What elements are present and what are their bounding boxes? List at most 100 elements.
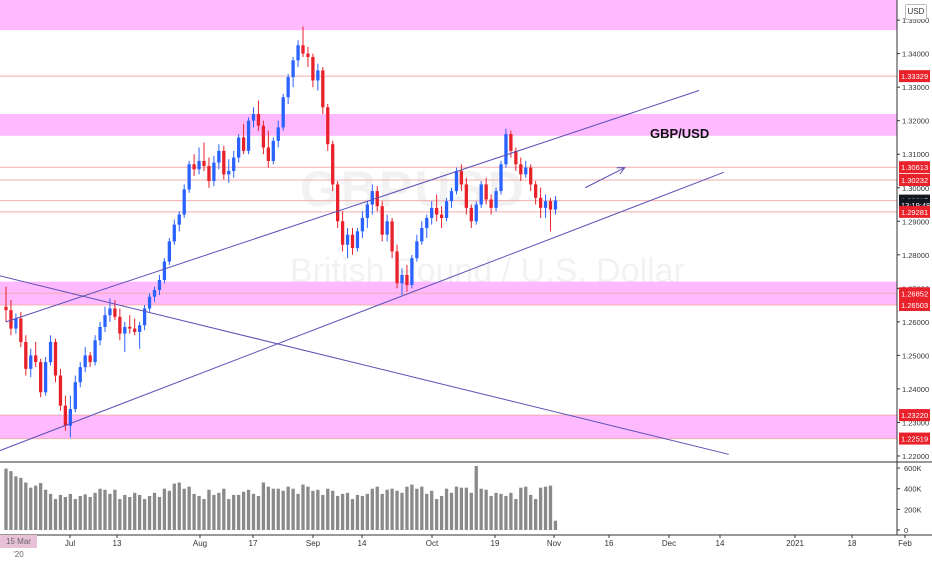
volume-bar — [9, 471, 13, 530]
price-tick-label: 1.34000 — [902, 50, 929, 59]
price-tick-label: 1.23000 — [902, 418, 929, 427]
price-tick-label: 1.25000 — [902, 351, 929, 360]
volume-bar — [459, 487, 464, 530]
candle-body — [316, 70, 320, 81]
price-badge-level: 1.23220 — [901, 411, 928, 420]
volume-bar — [390, 488, 394, 530]
candle-body — [355, 231, 360, 249]
candle-body — [118, 316, 122, 334]
volume-bar — [241, 491, 246, 530]
volume-bar — [444, 488, 449, 530]
price-tick-label: 1.24000 — [902, 385, 929, 394]
candle-body — [449, 191, 454, 202]
volume-bar — [326, 488, 330, 530]
channel-lower-line — [0, 171, 724, 452]
volume-bar — [524, 486, 528, 530]
price-badge-level: 1.22519 — [901, 435, 928, 444]
volume-bar — [68, 493, 72, 530]
zone-3 — [0, 415, 897, 439]
volume-bar — [360, 495, 365, 530]
price-tick-label: 1.22000 — [902, 452, 929, 461]
volume-bar — [365, 493, 369, 530]
candle-body — [479, 184, 483, 205]
volume-bar — [519, 487, 523, 530]
candle-body — [410, 258, 414, 285]
time-tick-label: 18 — [848, 539, 857, 548]
volume-bar — [301, 484, 305, 530]
candle-body — [241, 137, 246, 151]
candle-body — [63, 405, 68, 426]
volume-bar — [489, 495, 493, 530]
volume-bar — [192, 493, 196, 530]
price-badge-level: 1.29281 — [901, 208, 928, 217]
price-badge-bg — [899, 299, 930, 312]
price-badge-bg — [899, 409, 930, 422]
price-badge-bg — [899, 173, 930, 186]
candle-body — [405, 274, 409, 285]
volume-bar — [291, 488, 295, 530]
volume-bar — [43, 489, 48, 530]
price-badge-level: 1.33329 — [901, 72, 928, 81]
candle-body — [39, 362, 43, 393]
candle-body — [385, 221, 389, 235]
candle-body — [484, 184, 488, 200]
volume-bar — [479, 488, 483, 530]
candle-body — [439, 214, 444, 218]
volume-tick-label: 200K — [904, 505, 922, 514]
candle-body — [464, 184, 468, 208]
volume-bar — [251, 493, 256, 530]
time-tick-label: Feb — [898, 539, 912, 548]
volume-bar — [355, 494, 360, 530]
candle-body — [444, 201, 449, 218]
volume-bar — [197, 495, 201, 530]
candle-body — [68, 409, 72, 426]
volume-bar — [4, 468, 8, 530]
volume-bar — [340, 493, 345, 530]
volume-bar — [266, 486, 270, 530]
volume-bar — [138, 494, 142, 530]
candle-body — [192, 164, 196, 170]
candle-body — [162, 261, 167, 280]
zone-1 — [0, 113, 897, 136]
price-badge-level: 1.30613 — [901, 163, 928, 172]
candle-body — [276, 127, 280, 141]
time-tick-label: 13 — [113, 539, 122, 548]
volume-bar — [162, 488, 167, 530]
volume-bar — [73, 499, 77, 530]
volume-bar — [336, 495, 340, 530]
volume-bar — [142, 499, 147, 530]
candle-body — [43, 362, 48, 393]
currency-badge[interactable]: USD — [905, 4, 927, 20]
time-tick-label: Aug — [193, 539, 207, 548]
volume-bar — [58, 494, 63, 530]
time-tick-label: 14 — [358, 539, 367, 548]
volume-tick-label: 400K — [904, 485, 922, 494]
candle-body — [489, 199, 493, 208]
candle-body — [29, 355, 33, 369]
volume-bar — [529, 494, 533, 530]
price-tick-label: 1.26000 — [902, 318, 929, 327]
volume-bar — [499, 493, 503, 530]
candle-body — [340, 221, 345, 245]
candle-body — [187, 164, 191, 190]
volume-bar — [430, 490, 434, 530]
candle-body — [48, 341, 53, 363]
candle-body — [519, 164, 523, 175]
candle-body — [301, 45, 305, 54]
candle-body — [266, 147, 270, 161]
volume-bar — [400, 492, 404, 530]
volume-bar — [415, 488, 419, 530]
candle-body — [400, 274, 404, 284]
price-badge-bg — [899, 161, 930, 174]
volume-bar — [88, 496, 92, 530]
volume-bar — [83, 494, 87, 530]
candle-body — [103, 315, 107, 327]
volume-bar — [53, 499, 58, 530]
volume-bar — [375, 486, 379, 530]
zone-0 — [0, 0, 897, 31]
candle-body — [538, 197, 543, 208]
price-tick-label: 1.32000 — [902, 117, 929, 126]
candle-body — [370, 191, 374, 205]
